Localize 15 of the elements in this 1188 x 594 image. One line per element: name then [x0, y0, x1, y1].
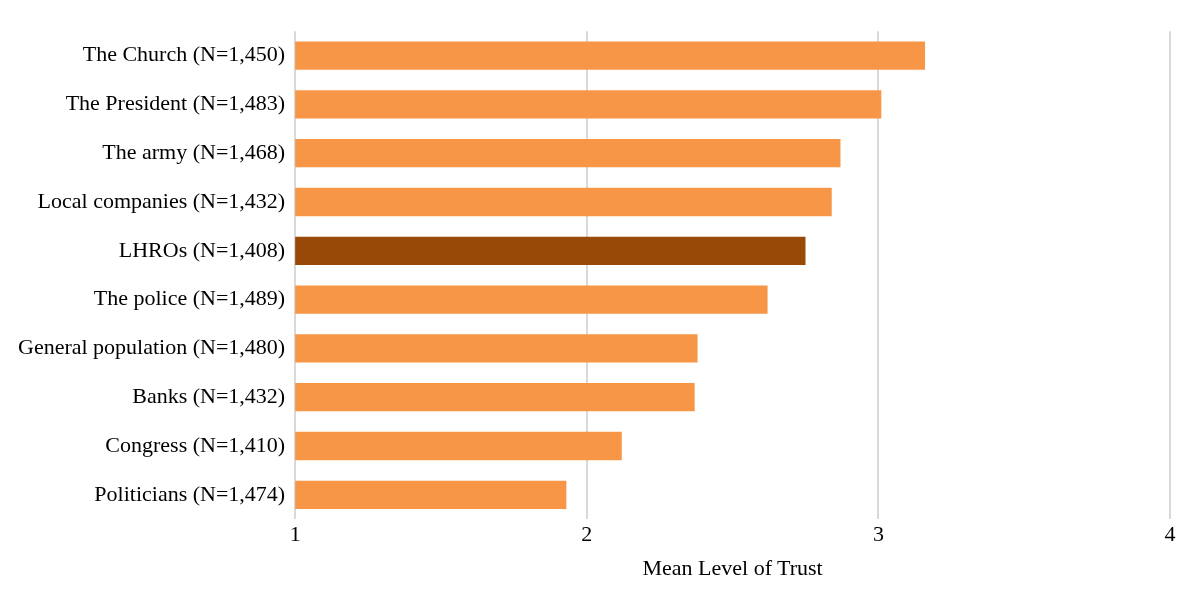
- y-tick-label: Banks (N=1,432): [132, 382, 286, 408]
- y-tick-label: Congress (N=1,410): [105, 431, 286, 457]
- y-tick-label: The army (N=1,468): [102, 138, 286, 164]
- y-tick-label: General population (N=1,480): [18, 334, 286, 360]
- x-tick-label: 4: [1164, 521, 1176, 547]
- y-tick-label: The police (N=1,489): [93, 285, 286, 311]
- y-tick-label: Politicians (N=1,474): [94, 480, 286, 506]
- x-tick-label: 1: [289, 521, 301, 547]
- y-tick-label: LHROs (N=1,408): [118, 236, 286, 262]
- y-tick-label: The Church (N=1,450): [82, 41, 286, 67]
- y-tick-label: The President (N=1,483): [65, 90, 286, 116]
- x-axis-title: Mean Level of Trust: [642, 554, 823, 580]
- y-tick-label: Local companies (N=1,432): [37, 187, 286, 213]
- x-tick-label: 2: [581, 521, 593, 547]
- x-tick-label: 3: [872, 521, 884, 547]
